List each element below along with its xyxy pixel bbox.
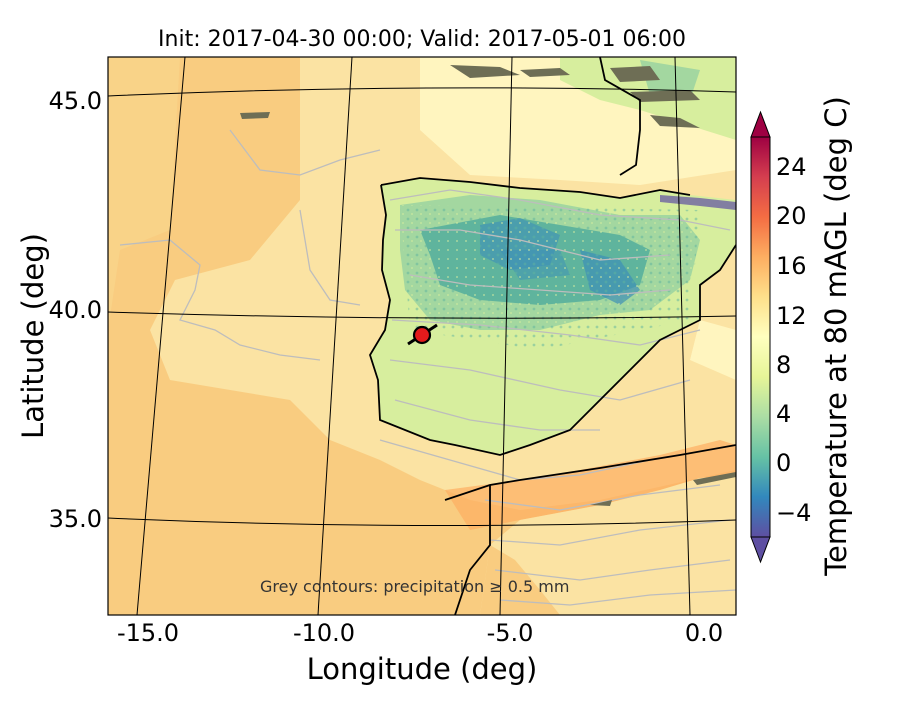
site-marker xyxy=(407,323,438,346)
y-tick-label: 35.0 xyxy=(48,505,102,533)
plot-frame xyxy=(107,56,737,616)
africa-land xyxy=(480,475,736,615)
y-tick-label: 40.0 xyxy=(48,296,102,324)
graticule xyxy=(108,57,736,615)
x-axis-label: Longitude (deg) xyxy=(306,652,538,686)
colorbar-max-arrow xyxy=(750,110,771,138)
colorbar-tick-label: 8 xyxy=(776,351,792,379)
colorbar-gradient xyxy=(750,136,771,538)
x-tick-label: -5.0 xyxy=(486,619,534,647)
x-tick-label: -10.0 xyxy=(292,619,356,647)
warm-sea-region xyxy=(108,57,736,615)
colorbar-tick-label: 4 xyxy=(776,400,792,428)
cool-sea-east xyxy=(690,320,736,380)
colorbar-tick-label: 0 xyxy=(776,449,792,477)
marker-dot xyxy=(412,325,432,345)
chart-title: Init: 2017-04-30 00:00; Valid: 2017-05-0… xyxy=(158,27,686,52)
terrain-patches xyxy=(240,65,736,506)
field-texture xyxy=(400,205,700,350)
y-tick-label: 45.0 xyxy=(48,87,102,115)
colorbar-tick-label: 20 xyxy=(776,202,807,230)
colorbar-label: Temperature at 80 mAGL (deg C) xyxy=(819,96,853,576)
warm-sea-south xyxy=(445,440,736,530)
temperature-field xyxy=(108,57,736,615)
colorbar-tick-label: 16 xyxy=(776,252,807,280)
warm-sea-northwest xyxy=(108,57,180,330)
x-tick-label: 0.0 xyxy=(684,619,724,647)
colorbar-tick-label: 24 xyxy=(776,153,807,181)
colorbar-tick-label: 12 xyxy=(776,302,807,330)
colorbar xyxy=(750,110,771,564)
colorbar-min-arrow xyxy=(750,536,771,564)
y-axis-label: Latitude (deg) xyxy=(16,233,50,439)
colorbar-tick-label: −4 xyxy=(776,499,812,527)
precip-annotation: Grey contours: precipitation ≥ 0.5 mm xyxy=(260,577,570,596)
x-tick-label: -15.0 xyxy=(116,619,180,647)
